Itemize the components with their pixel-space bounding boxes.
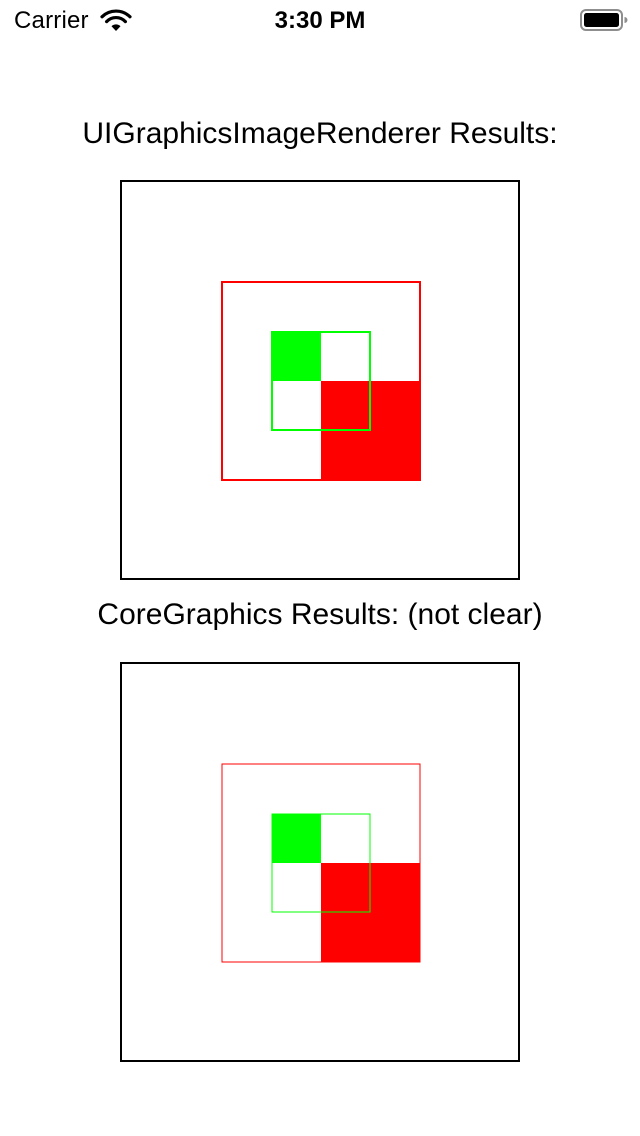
clock-time: 3:30 PM <box>274 7 366 34</box>
coregraphics-result-image <box>120 662 520 1062</box>
renderer-drawing <box>221 281 421 481</box>
section-title-coregraphics: CoreGraphics Results: (not clear) <box>97 598 543 631</box>
coregraphics-drawing <box>221 763 421 963</box>
battery-icon <box>580 9 628 31</box>
wifi-icon <box>100 9 132 31</box>
renderer-result-image <box>120 180 520 580</box>
status-bar: Carrier 3:30 PM <box>0 0 640 40</box>
inner-green-square-outline <box>271 813 371 913</box>
green-filled-square <box>272 814 321 863</box>
green-filled-square <box>272 332 321 381</box>
inner-green-square-outline <box>271 331 371 431</box>
carrier-label: Carrier <box>14 7 89 34</box>
section-title-renderer: UIGraphicsImageRenderer Results: <box>82 117 558 150</box>
